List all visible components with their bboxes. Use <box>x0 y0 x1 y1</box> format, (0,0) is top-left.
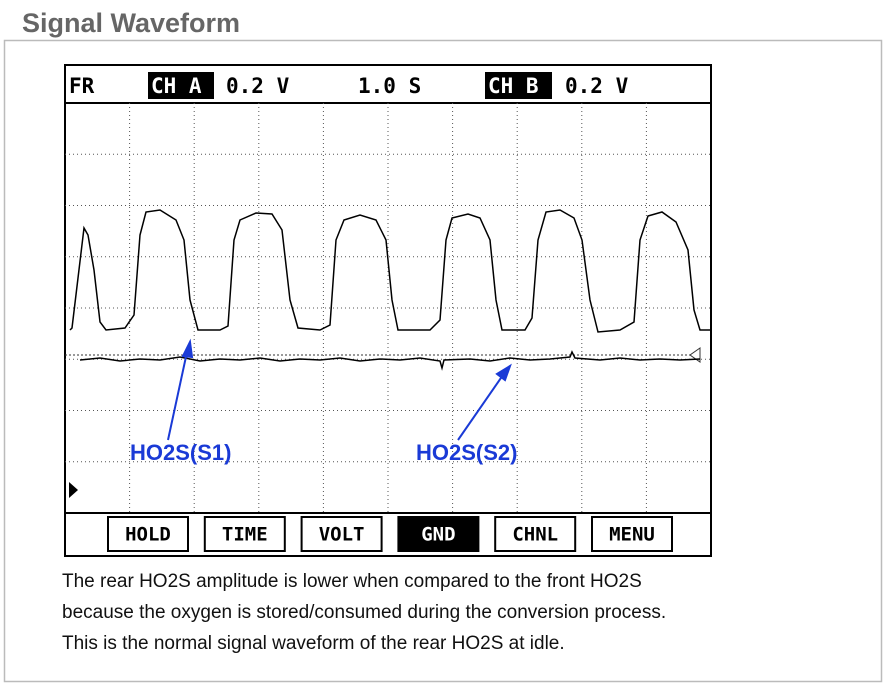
button-label: TIME <box>222 524 268 546</box>
button-bar: HOLD TIME VOLT GND CHNL MENU <box>107 516 673 552</box>
mode: FR <box>69 74 95 98</box>
caption-line: The rear HO2S amplitude is lower when co… <box>62 571 642 592</box>
button <box>397 516 480 552</box>
ch-b-box <box>485 72 552 99</box>
button-label: HOLD <box>125 524 171 546</box>
button-label: MENU <box>609 524 655 546</box>
caption-line: This is the normal signal waveform of th… <box>62 633 565 654</box>
button <box>591 516 673 552</box>
button <box>107 516 189 552</box>
frame <box>3 39 883 683</box>
ch-b-scale: 0.2 V <box>565 74 629 98</box>
time-scale: 1.0 S <box>358 74 421 98</box>
scope-screen <box>64 64 712 557</box>
button <box>203 516 286 552</box>
ch-b: CH B <box>488 74 539 98</box>
label-s1: HO2S(S1) <box>130 440 231 465</box>
ch-a-box <box>148 72 214 99</box>
button-label: VOLT <box>319 524 365 546</box>
ch-a: CH A <box>151 74 202 98</box>
ch-a-scale: 0.2 V <box>226 74 290 98</box>
waveform-s1 <box>69 209 711 333</box>
label-s2: HO2S(S2) <box>416 440 517 465</box>
arrows <box>167 338 512 441</box>
button-label: CHNL <box>512 524 558 546</box>
waveform-s2 <box>79 350 701 371</box>
title: Signal Waveform <box>22 8 240 38</box>
caption-line: because the oxygen is stored/consumed du… <box>62 602 666 623</box>
button <box>494 516 577 552</box>
button <box>300 516 383 552</box>
trigger-marker <box>69 482 78 498</box>
grid <box>65 103 711 513</box>
button-label: GND <box>421 524 455 546</box>
scope: FR CH A 0.2 V 1.0 S CH B 0.2 V HO2S(S1) … <box>64 64 712 557</box>
